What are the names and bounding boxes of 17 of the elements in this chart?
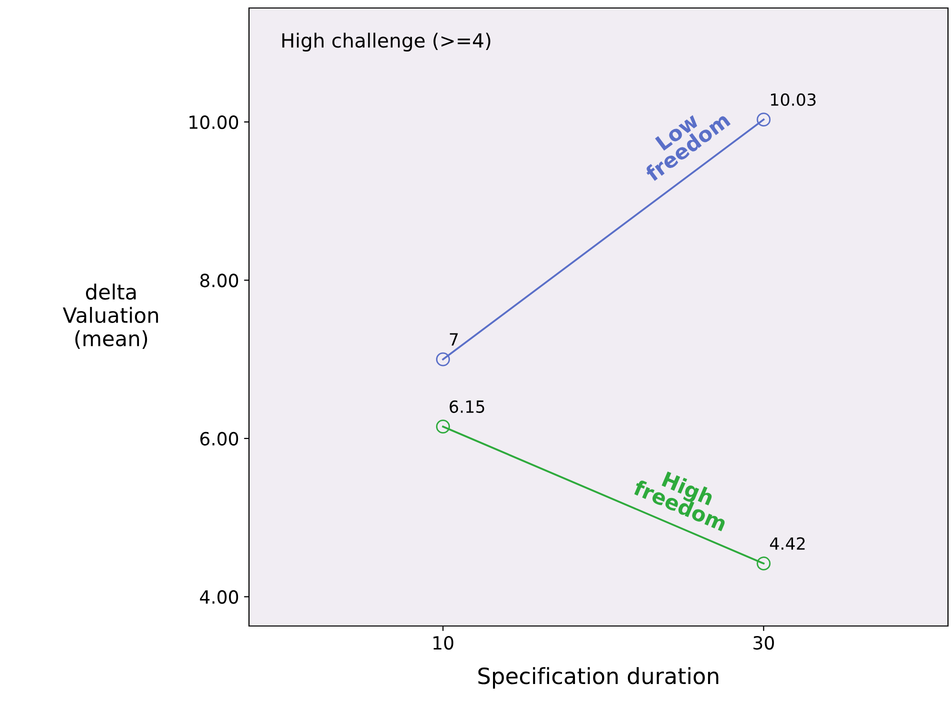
- data-label: 6.15: [450, 400, 484, 413]
- point: [436, 352, 450, 366]
- data-label: 10.03: [771, 93, 816, 106]
- x-axis-title: Specification duration: [478, 667, 718, 689]
- data-label: 4.42: [770, 537, 805, 550]
- point: [756, 112, 771, 127]
- point: [756, 556, 771, 570]
- annotation: High challenge (>=4): [282, 32, 490, 52]
- y-tick-label: 8.00: [200, 274, 238, 288]
- x-tick-label: 30: [754, 636, 774, 650]
- y-tick-label: 4.00: [200, 590, 238, 604]
- y-tick-label: 10.00: [190, 115, 238, 130]
- y-tick-label: 6.00: [200, 432, 238, 446]
- y-axis-title: delta Valuation (mean): [62, 284, 158, 349]
- point: [436, 420, 450, 434]
- data-label: 7: [450, 333, 458, 346]
- x-tick-label: 10: [433, 636, 454, 650]
